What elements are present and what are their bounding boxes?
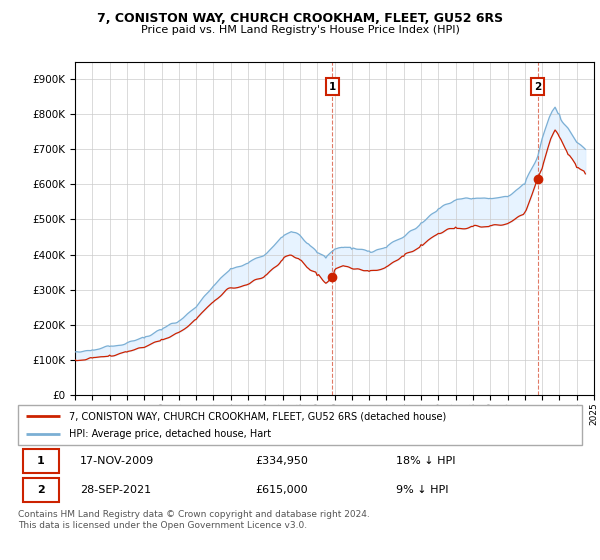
Text: 1: 1 bbox=[329, 82, 336, 92]
Text: HPI: Average price, detached house, Hart: HPI: Average price, detached house, Hart bbox=[69, 429, 271, 439]
Text: 9% ↓ HPI: 9% ↓ HPI bbox=[396, 485, 448, 495]
Bar bbox=[23, 478, 59, 502]
Text: Contains HM Land Registry data © Crown copyright and database right 2024.
This d: Contains HM Land Registry data © Crown c… bbox=[18, 510, 370, 530]
Text: Price paid vs. HM Land Registry's House Price Index (HPI): Price paid vs. HM Land Registry's House … bbox=[140, 25, 460, 35]
Text: 7, CONISTON WAY, CHURCH CROOKHAM, FLEET, GU52 6RS (detached house): 7, CONISTON WAY, CHURCH CROOKHAM, FLEET,… bbox=[69, 411, 446, 421]
Bar bbox=[23, 449, 59, 473]
Text: 2: 2 bbox=[37, 485, 44, 495]
Text: 17-NOV-2009: 17-NOV-2009 bbox=[80, 456, 154, 466]
Text: 28-SEP-2021: 28-SEP-2021 bbox=[80, 485, 151, 495]
Text: 7, CONISTON WAY, CHURCH CROOKHAM, FLEET, GU52 6RS: 7, CONISTON WAY, CHURCH CROOKHAM, FLEET,… bbox=[97, 12, 503, 25]
Text: 1: 1 bbox=[37, 456, 44, 466]
Text: £615,000: £615,000 bbox=[255, 485, 308, 495]
Text: 18% ↓ HPI: 18% ↓ HPI bbox=[396, 456, 455, 466]
Text: £334,950: £334,950 bbox=[255, 456, 308, 466]
Text: 2: 2 bbox=[534, 82, 541, 92]
